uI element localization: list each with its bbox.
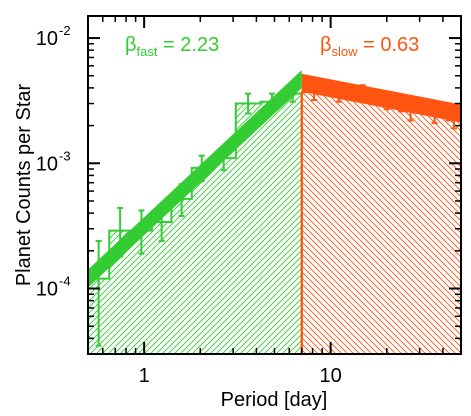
y-tick-exponent: -2: [59, 23, 71, 38]
y-tick-label: 10: [36, 28, 58, 50]
beta-fast-label: βfast = 2.23: [125, 34, 219, 59]
y-tick-label: 10: [36, 153, 58, 175]
histogram-fill-fast: [151, 221, 172, 354]
histogram-fill-slow: [326, 95, 351, 354]
histogram-fill-slow: [398, 111, 423, 354]
beta-slow-subscript: slow: [332, 44, 359, 59]
histogram-fill-slow: [350, 92, 375, 354]
histogram-fill-fast: [130, 230, 152, 354]
histogram-fill-fast: [260, 101, 284, 354]
y-tick-base: 10: [36, 279, 58, 301]
beta-fast-subscript: fast: [137, 44, 158, 59]
histogram-fill-slow: [422, 113, 447, 354]
y-axis-label: Planet Counts per Star: [13, 83, 35, 286]
y-tick-label: 10: [36, 279, 58, 301]
histogram-fill-fast: [171, 198, 192, 354]
histogram-fill-fast: [283, 93, 302, 354]
beta-slow-symbol: β: [320, 34, 332, 56]
histogram-fill-slow: [446, 120, 461, 354]
x-axis-label: Period [day]: [221, 389, 328, 411]
y-tick-exponent: -3: [59, 148, 71, 163]
error-bars-layer: [95, 84, 457, 347]
x-tick-label: 1: [139, 365, 150, 387]
y-tick-base: 10: [36, 28, 58, 50]
y-tick-exponent: -4: [59, 274, 71, 289]
histogram-fill-slow: [301, 92, 327, 354]
fit-band-slow: [301, 73, 461, 123]
histogram-fill-layer: [88, 92, 461, 354]
beta-slow-value: = 0.63: [358, 34, 420, 56]
histogram-fill-fast: [211, 158, 236, 354]
histogram-fill-slow: [374, 101, 399, 354]
x-tick-label: 10: [320, 365, 342, 387]
beta-fast-symbol: β: [125, 34, 137, 56]
beta-fast-value: = 2.23: [157, 34, 219, 56]
y-tick-base: 10: [36, 153, 58, 175]
histogram-fill-fast: [191, 167, 212, 354]
beta-slow-label: βslow = 0.63: [320, 34, 419, 59]
